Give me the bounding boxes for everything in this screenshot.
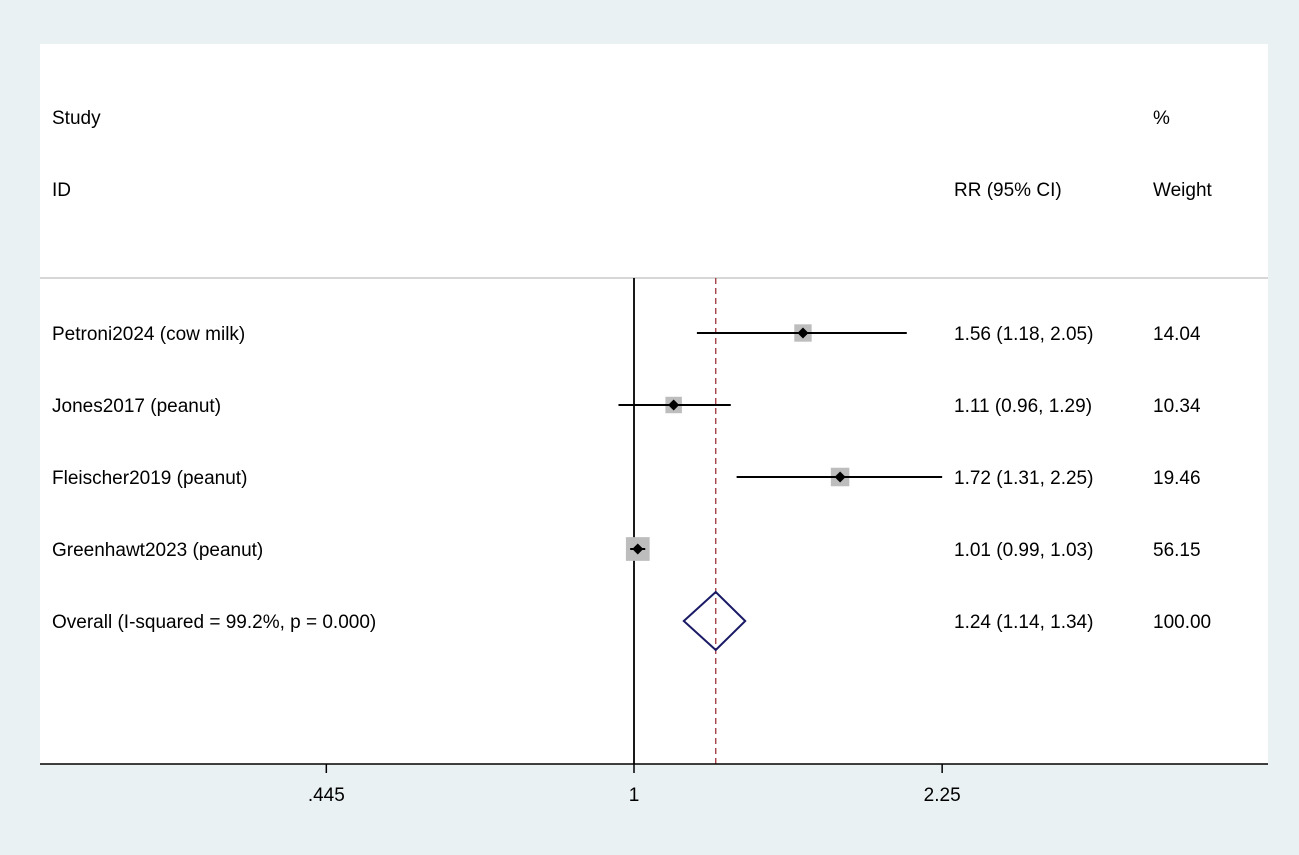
study-ci-text: 1.11 (0.96, 1.29): [954, 396, 1092, 417]
overall-diamond: [682, 590, 747, 652]
x-axis-ticks: .445 1 2.25: [308, 764, 961, 806]
study-weight-text: 10.34: [1153, 396, 1201, 417]
study-label: Jones2017 (peanut): [52, 396, 221, 417]
study-label: Greenhawt2023 (peanut): [52, 540, 263, 561]
study-weight-text: 14.04: [1153, 324, 1201, 345]
x-tick-label: .445: [308, 785, 345, 806]
header-weight-percent: %: [1153, 108, 1170, 129]
header-id: ID: [52, 180, 71, 201]
study-point-estimate: [668, 399, 680, 411]
forest-marks: Petroni2024 (cow milk) 1.56 (1.18, 2.05) 1…: [52, 278, 1211, 764]
study-weight-text: 19.46: [1153, 468, 1201, 489]
overall-ci-text: 1.24 (1.14, 1.34): [954, 612, 1093, 633]
study-weight-text: 56.15: [1153, 540, 1201, 561]
study-ci-text: 1.56 (1.18, 2.05): [954, 324, 1093, 345]
study-point-estimate: [632, 543, 644, 555]
study-label: Petroni2024 (cow milk): [52, 324, 245, 345]
study-point-estimate: [797, 327, 809, 339]
x-tick-label: 1: [629, 785, 640, 806]
overall-weight-text: 100.00: [1153, 612, 1211, 633]
study-point-estimate: [834, 471, 846, 483]
header-effect: RR (95% CI): [954, 180, 1062, 201]
study-ci-text: 1.72 (1.31, 2.25): [954, 468, 1093, 489]
x-tick-label: 2.25: [924, 785, 961, 806]
study-label: Fleischer2019 (peanut): [52, 468, 247, 489]
header-study: Study: [52, 108, 101, 129]
study-ci-text: 1.01 (0.99, 1.03): [954, 540, 1093, 561]
overall-label: Overall (I-squared = 99.2%, p = 0.000): [52, 612, 376, 633]
header-weight: Weight: [1153, 180, 1213, 201]
